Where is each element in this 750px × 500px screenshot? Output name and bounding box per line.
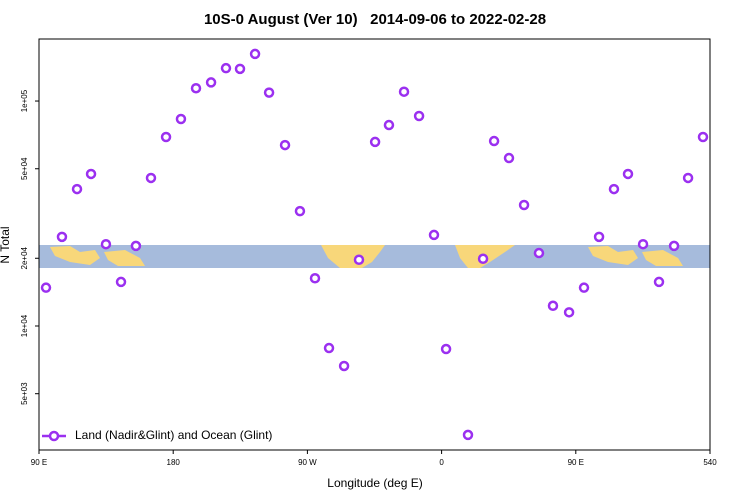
point: [56, 231, 68, 243]
x-tick-label: 90 W: [298, 458, 317, 467]
land: [50, 246, 100, 265]
point: [477, 253, 489, 265]
point: [608, 183, 620, 195]
x-tick-label: 180: [167, 458, 181, 467]
point: [440, 343, 452, 355]
y-tick-label: 5e+04: [20, 157, 29, 180]
point: [593, 231, 605, 243]
point: [682, 172, 694, 184]
land: [588, 246, 638, 265]
point: [488, 135, 500, 147]
point: [533, 247, 545, 259]
point: [145, 172, 157, 184]
land: [104, 250, 145, 266]
point: [249, 48, 261, 60]
point: [338, 360, 350, 372]
point: [130, 240, 142, 252]
point: [115, 276, 127, 288]
point: [398, 86, 410, 97]
x-tick-label: 540: [703, 458, 717, 467]
land: [642, 250, 683, 266]
point: [353, 254, 365, 265]
point: [462, 429, 474, 441]
y-axis-label: N Total: [0, 226, 12, 263]
point: [234, 63, 246, 75]
point: [100, 238, 112, 250]
point: [697, 131, 709, 143]
point: [85, 168, 97, 180]
y-tick-label: 1e+04: [20, 314, 29, 337]
point: [518, 199, 530, 211]
point: [622, 168, 634, 180]
point: [578, 282, 590, 293]
point: [668, 240, 680, 252]
chart-title: 10S-0 August (Ver 10) 2014-09-06 to 2022…: [204, 11, 546, 28]
point: [205, 77, 217, 88]
point: [653, 276, 665, 288]
point: [40, 282, 52, 293]
point: [503, 152, 515, 164]
point: [220, 62, 232, 74]
point: [637, 238, 649, 250]
point: [279, 139, 291, 151]
y-tick-label: 5e+03: [20, 382, 29, 405]
point: [428, 229, 440, 241]
land: [321, 245, 385, 268]
y-tick-label: 2e+04: [20, 246, 29, 269]
point: [547, 300, 559, 312]
x-tick-label: 90 E: [568, 458, 584, 467]
point: [175, 113, 187, 125]
point: [369, 136, 381, 148]
point: [563, 307, 575, 318]
point: [383, 119, 395, 131]
point: [71, 183, 83, 195]
legend-marker: [48, 430, 60, 442]
point: [413, 110, 425, 122]
x-tick-label: 90 E: [31, 458, 47, 467]
x-tick-label: 0: [439, 458, 444, 467]
point: [294, 205, 306, 217]
legend-label: Land (Nadir&Glint) and Ocean (Glint): [75, 428, 272, 442]
x-axis-label: Longitude (deg E): [327, 476, 422, 490]
point: [190, 82, 202, 94]
point: [309, 273, 321, 284]
point: [323, 342, 335, 354]
point: [160, 131, 172, 143]
plot-frame: [38, 38, 711, 451]
point: [263, 87, 275, 98]
y-tick-label: 1e+05: [20, 89, 29, 112]
